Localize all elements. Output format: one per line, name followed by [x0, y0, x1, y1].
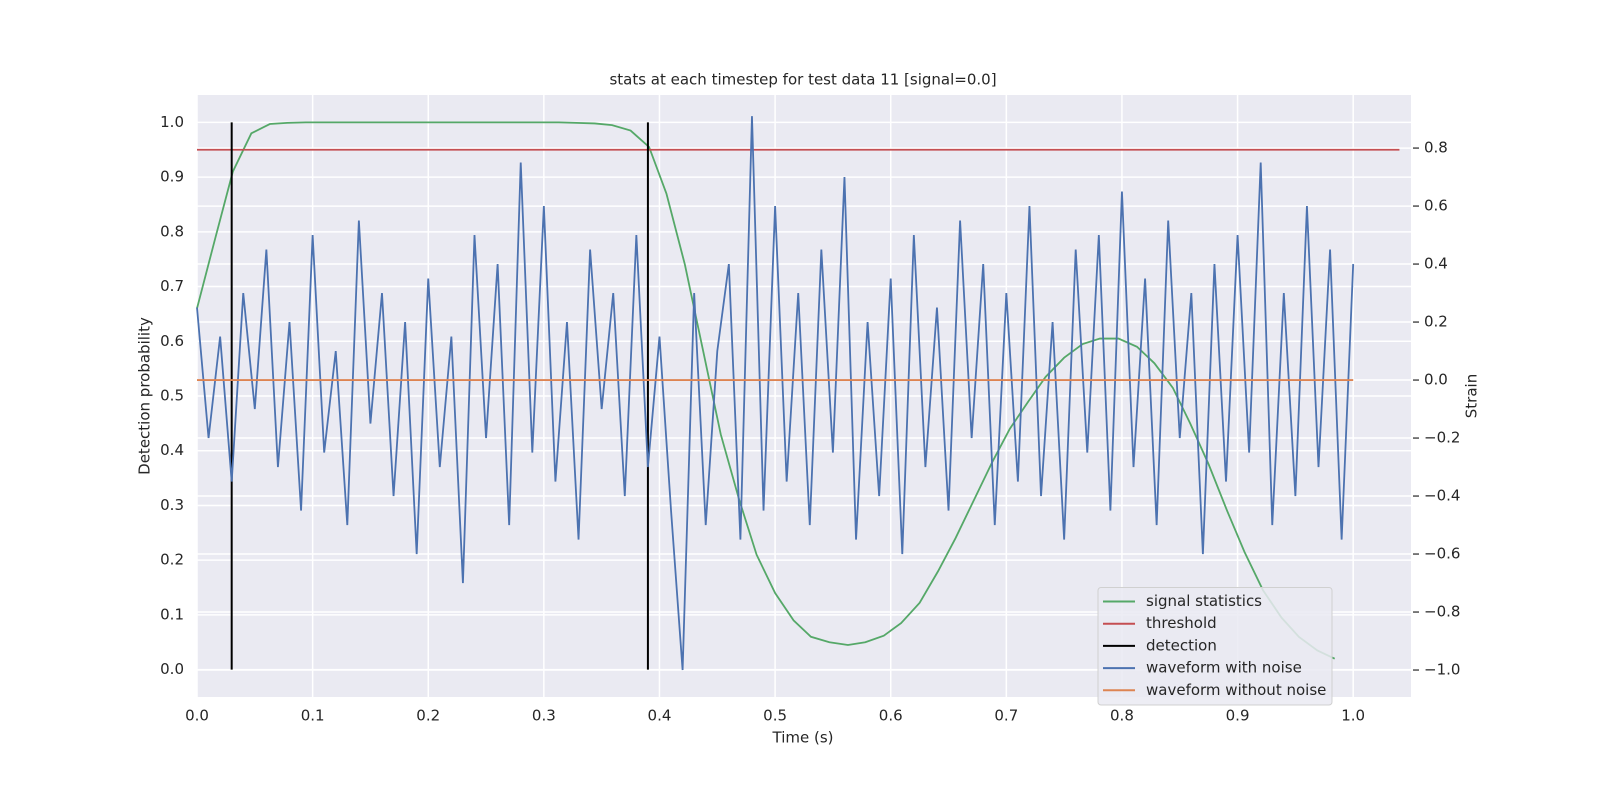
legend-label: waveform without noise [1146, 681, 1326, 699]
series-line [196, 116, 1355, 671]
legend: signal statistics threshold detection wavef… [1097, 587, 1333, 706]
x-tick-label: 0.0 [185, 707, 209, 725]
x-tick-label: 0.8 [1110, 707, 1134, 725]
chart-title: stats at each timestep for test data 11 … [609, 71, 996, 89]
legend-label: signal statistics [1146, 592, 1262, 610]
y2-axis-label: Strain [1463, 374, 1481, 418]
y-tick-label: 0.0 [160, 660, 184, 678]
y-tick-label: 1.0 [160, 113, 184, 131]
y-tick-label: 0.7 [160, 277, 184, 295]
y2-tick-label: 0.4 [1424, 255, 1448, 273]
x-tick-label: 1.0 [1341, 707, 1365, 725]
legend-label: waveform with noise [1146, 659, 1302, 677]
series-line [196, 121, 1336, 660]
y2-tick-label: −0.4 [1424, 487, 1460, 505]
x-axis-label: Time (s) [772, 729, 834, 747]
x-tick-label: 0.7 [994, 707, 1018, 725]
y2-tick-label: −1.0 [1424, 661, 1460, 679]
x-tick-label: 0.6 [879, 707, 903, 725]
x-tick-label: 0.2 [416, 707, 440, 725]
y-tick-label: 0.2 [160, 551, 184, 569]
y2-tick-label: −0.6 [1424, 545, 1460, 563]
x-tick-label: 0.3 [532, 707, 556, 725]
y2-tick-label: 0.8 [1424, 139, 1448, 157]
x-tick-label: 0.9 [1226, 707, 1250, 725]
x-tick-label: 0.4 [648, 707, 672, 725]
y2-tick-label: 0.2 [1424, 313, 1448, 331]
x-tick-label: 0.5 [763, 707, 787, 725]
y2-tick-label: 0.6 [1424, 197, 1448, 215]
y-tick-label: 0.9 [160, 168, 184, 186]
y2-tick-label: −0.2 [1424, 429, 1460, 447]
legend-label: detection [1146, 636, 1217, 654]
legend-box [1097, 587, 1333, 706]
y-axis-label: Detection probability [136, 317, 154, 475]
y-tick-label: 0.1 [160, 605, 184, 623]
y2-tick-label: 0.0 [1424, 371, 1448, 389]
y2-tick-label: −0.8 [1424, 603, 1460, 621]
y-tick-label: 0.6 [160, 332, 184, 350]
y-tick-label: 0.8 [160, 222, 184, 240]
y-tick-label: 0.4 [160, 441, 184, 459]
x-tick-label: 0.1 [301, 707, 325, 725]
y-tick-label: 0.3 [160, 496, 184, 514]
y-tick-label: 0.5 [160, 387, 184, 405]
legend-label: threshold [1146, 614, 1217, 632]
